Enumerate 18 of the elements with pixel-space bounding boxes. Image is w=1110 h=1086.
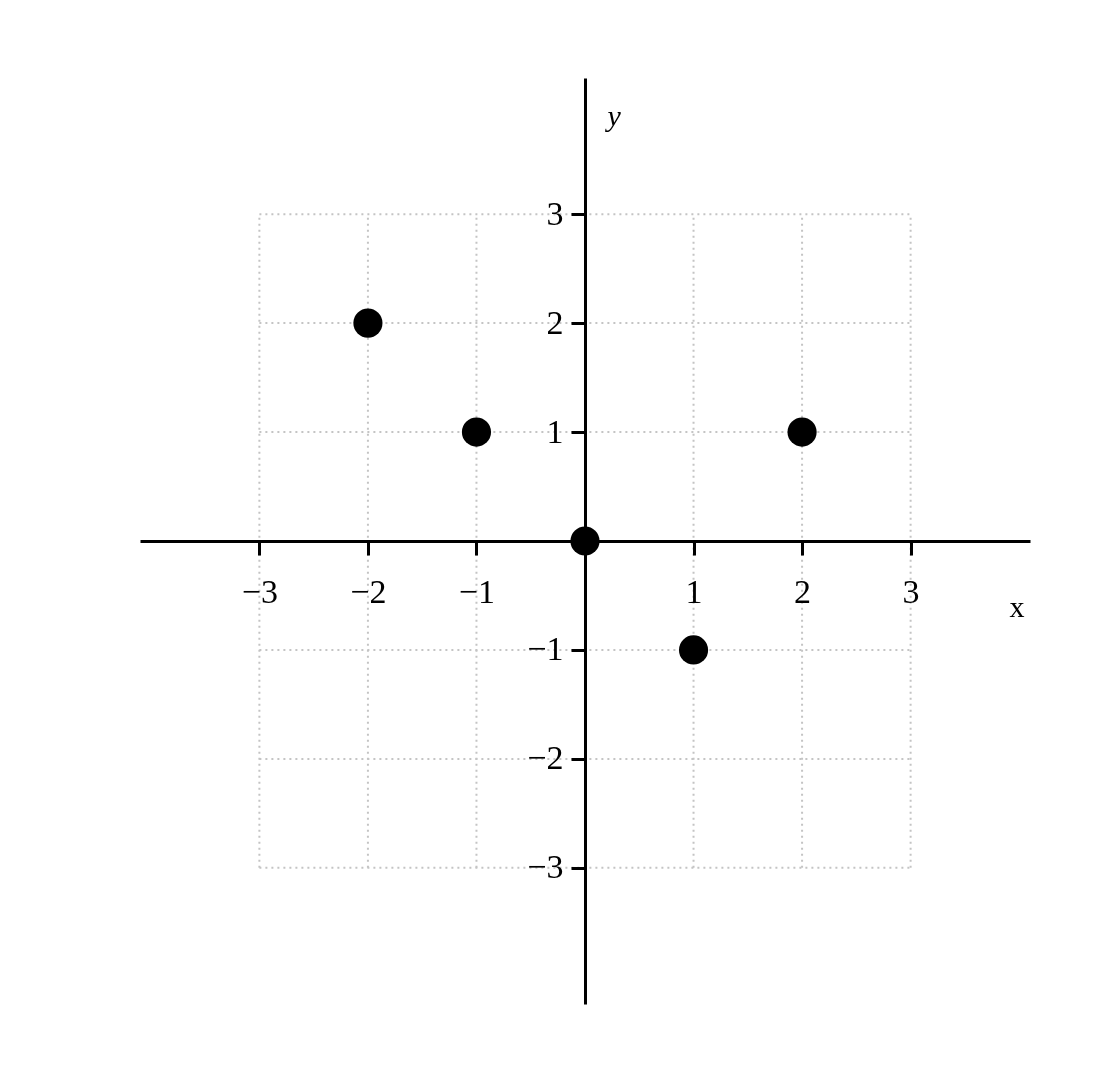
y-tick-label: 1 [546, 412, 564, 450]
y-axis-title: y [604, 98, 622, 132]
x-axis-title: x [1009, 589, 1025, 623]
point [678, 635, 709, 665]
y-tick-label: 2 [546, 303, 564, 341]
point [461, 417, 492, 447]
x-tick-label: 2 [794, 572, 812, 610]
x-tick-label: −2 [350, 572, 387, 610]
point [787, 417, 817, 447]
x-tick-label: −3 [241, 572, 278, 610]
x-tick-label: −1 [458, 572, 496, 610]
x-tick-label: 3 [902, 572, 920, 610]
y-tick-label: 3 [546, 194, 564, 232]
y-tick-label: −2 [527, 739, 564, 777]
point [353, 308, 383, 338]
x-tick-label: 1 [685, 572, 703, 610]
y-tick-label: −1 [527, 630, 564, 668]
y-tick-label: −3 [527, 848, 564, 886]
